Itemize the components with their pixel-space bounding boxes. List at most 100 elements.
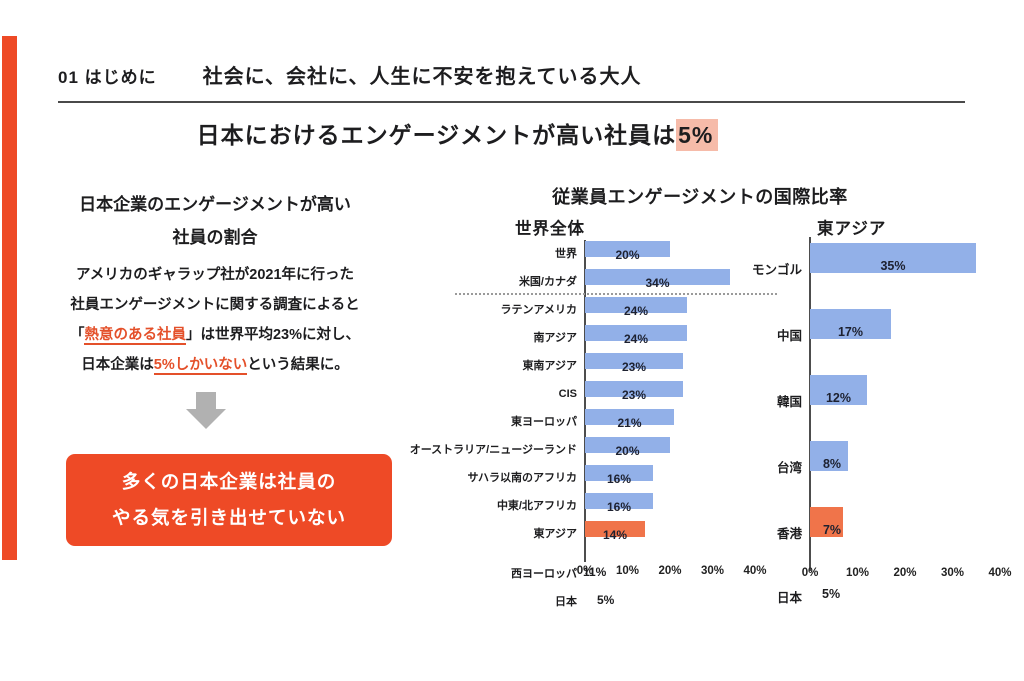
bar-row: 中東/北アフリカ 16% [455, 492, 777, 520]
category-label: 東アジア [533, 528, 577, 540]
bar [585, 353, 683, 369]
x-axis-tick: 10% [845, 567, 870, 579]
x-axis-tick: 40% [988, 567, 1012, 579]
section-label: 01 はじめに [58, 68, 157, 87]
bar-row: 世界 20% [455, 240, 777, 268]
bar [810, 309, 891, 339]
reference-dotted-line [455, 293, 777, 295]
main-title-text: 日本におけるエンゲージメントが高い社員は [196, 122, 677, 148]
x-axis-tick: 20% [893, 567, 917, 579]
x-axis-tick: 30% [940, 567, 965, 579]
panel-body-line3: 「熱意のある社員」は世界平均23%に対し、 [69, 327, 361, 345]
chart-world-regions: 世界全体 世界 20% 米国/カナダ 34% ラテンアメリカ 24% 南アジア 24% 東南アジア… [410, 215, 777, 625]
bar [585, 297, 687, 313]
category-label: オーストラリア/ニュージーランド [409, 444, 577, 456]
value-label: 24% [623, 304, 649, 318]
x-axis-tick: 40% [743, 565, 767, 577]
category-label: モンゴル [751, 263, 802, 277]
callout-line1: 多くの日本企業は社員の [121, 471, 337, 492]
category-label: 台湾 [776, 461, 802, 475]
bar-row: 中国 17% [745, 303, 1007, 369]
category-label: 中東/北アフリカ [496, 500, 577, 512]
bar [585, 241, 670, 257]
bar-highlight [810, 507, 843, 537]
value-label: 23% [621, 360, 647, 374]
bar-row: 韓国 12% [745, 369, 1007, 435]
bar-row: オーストラリア/ニュージーランド 20% [410, 436, 777, 464]
conclusion-callout-box: 多くの日本企業は社員の やる気を引き出せていない [66, 454, 392, 546]
panel-body-line4: 日本企業は5%しかいないという結果に。 [81, 357, 349, 375]
value-label: 16% [606, 500, 632, 514]
bar-row: 東アジア 14% [455, 520, 777, 548]
callout-line2: やる気を引き出せていない [111, 507, 346, 528]
slide-header: 01 はじめに 社会に、会社に、人生に不安を抱えている大人 [58, 60, 965, 103]
value-label: 14% [602, 528, 628, 542]
bar-row: サハラ以南のアフリカ 16% [455, 464, 777, 492]
category-label: 米国/カナダ [518, 276, 577, 288]
category-label: 世界 [555, 248, 577, 260]
category-label: 東ヨーロッパ [511, 416, 577, 428]
bar-row: 香港 7% [745, 501, 1007, 567]
chart-title: 従業員エンゲージメントの国際比率 [552, 187, 848, 207]
value-label: 8% [822, 457, 842, 471]
bar-rows: モンゴル 35% 中国 17% 韓国 12% 台湾 8% 香港 7% [745, 237, 1007, 567]
category-label: 西ヨーロッパ [511, 568, 577, 580]
panel-body: アメリカのギャラップ社が2021年に行った 社員エンゲージメントに関する調査によ… [50, 260, 380, 380]
panel-body-line1: アメリカのギャラップ社が2021年に行った [75, 267, 355, 283]
category-label: ラテンアメリカ [500, 304, 577, 316]
left-accent-bar [2, 36, 17, 560]
bar-rows: 世界 20% 米国/カナダ 34% ラテンアメリカ 24% 南アジア 24% 東南アジア 23% C… [410, 240, 777, 548]
category-label: サハラ以南のアフリカ [467, 472, 577, 484]
bar-row: 米国/カナダ 34% [455, 268, 777, 296]
bar [585, 437, 670, 453]
bar-row: 東ヨーロッパ 21% [455, 408, 777, 436]
x-axis-tick: 0% [801, 567, 819, 579]
bar [585, 381, 683, 397]
bar [585, 409, 674, 425]
value-label: 11% [583, 565, 607, 579]
value-label: 16% [606, 472, 632, 486]
bar-row: ラテンアメリカ 24% [455, 296, 777, 324]
left-text-panel: 日本企業のエンゲージメントが高い 社員の割合 アメリカのギャラップ社が2021年… [50, 188, 380, 380]
main-title: 日本におけるエンゲージメントが高い社員は5% [0, 116, 915, 151]
value-label: 5% [822, 587, 841, 601]
emphasis-engaged-employees: 熱意のある社員 [84, 327, 186, 345]
panel-heading: 日本企業のエンゲージメントが高い 社員の割合 [50, 188, 380, 254]
category-label: 中国 [776, 329, 802, 343]
value-label: 12% [825, 391, 852, 405]
value-label: 7% [822, 523, 842, 537]
bar [810, 441, 848, 471]
main-title-highlight: 5% [676, 119, 719, 151]
bar-highlight [585, 521, 645, 537]
value-label: 35% [880, 259, 906, 273]
value-label: 20% [615, 248, 640, 262]
category-label: 香港 [776, 527, 802, 541]
value-label: 34% [645, 276, 670, 290]
x-axis-tick: 0% [576, 565, 594, 577]
panel-heading-line1: 日本企業のエンゲージメントが高い [79, 195, 351, 214]
emphasis-only-5-percent: 5%しかいない [153, 357, 248, 375]
down-arrow-icon [186, 392, 226, 430]
value-label: 23% [621, 388, 647, 402]
value-label: 21% [617, 416, 642, 430]
x-axis-tick: 10% [615, 565, 640, 577]
panel-heading-line2: 社員の割合 [172, 228, 258, 247]
bar-row: モンゴル 35% [745, 237, 1007, 303]
value-label: 20% [615, 444, 640, 458]
bar-row: CIS 23% [455, 380, 777, 408]
header-headline: 社会に、会社に、人生に不安を抱えている大人 [202, 66, 642, 88]
bar-row: 東南アジア 23% [455, 352, 777, 380]
x-axis-tick: 30% [700, 565, 725, 577]
chart-subtitle: 世界全体 [515, 220, 585, 238]
bar [585, 269, 730, 285]
bar-row: 南アジア 24% [455, 324, 777, 352]
category-label: CIS [558, 388, 577, 400]
category-label: 日本 [776, 591, 802, 605]
value-label: 17% [837, 325, 864, 339]
category-label: 東南アジア [522, 360, 577, 372]
chart-east-asia: 東アジア モンゴル 35% 中国 17% 韓国 12% 台湾 8% 香港 7% 0% 10% 20% 30%… [745, 215, 1012, 625]
category-label: 日本 [555, 596, 577, 608]
category-label: 南アジア [533, 332, 577, 344]
value-label: 5% [597, 593, 615, 607]
